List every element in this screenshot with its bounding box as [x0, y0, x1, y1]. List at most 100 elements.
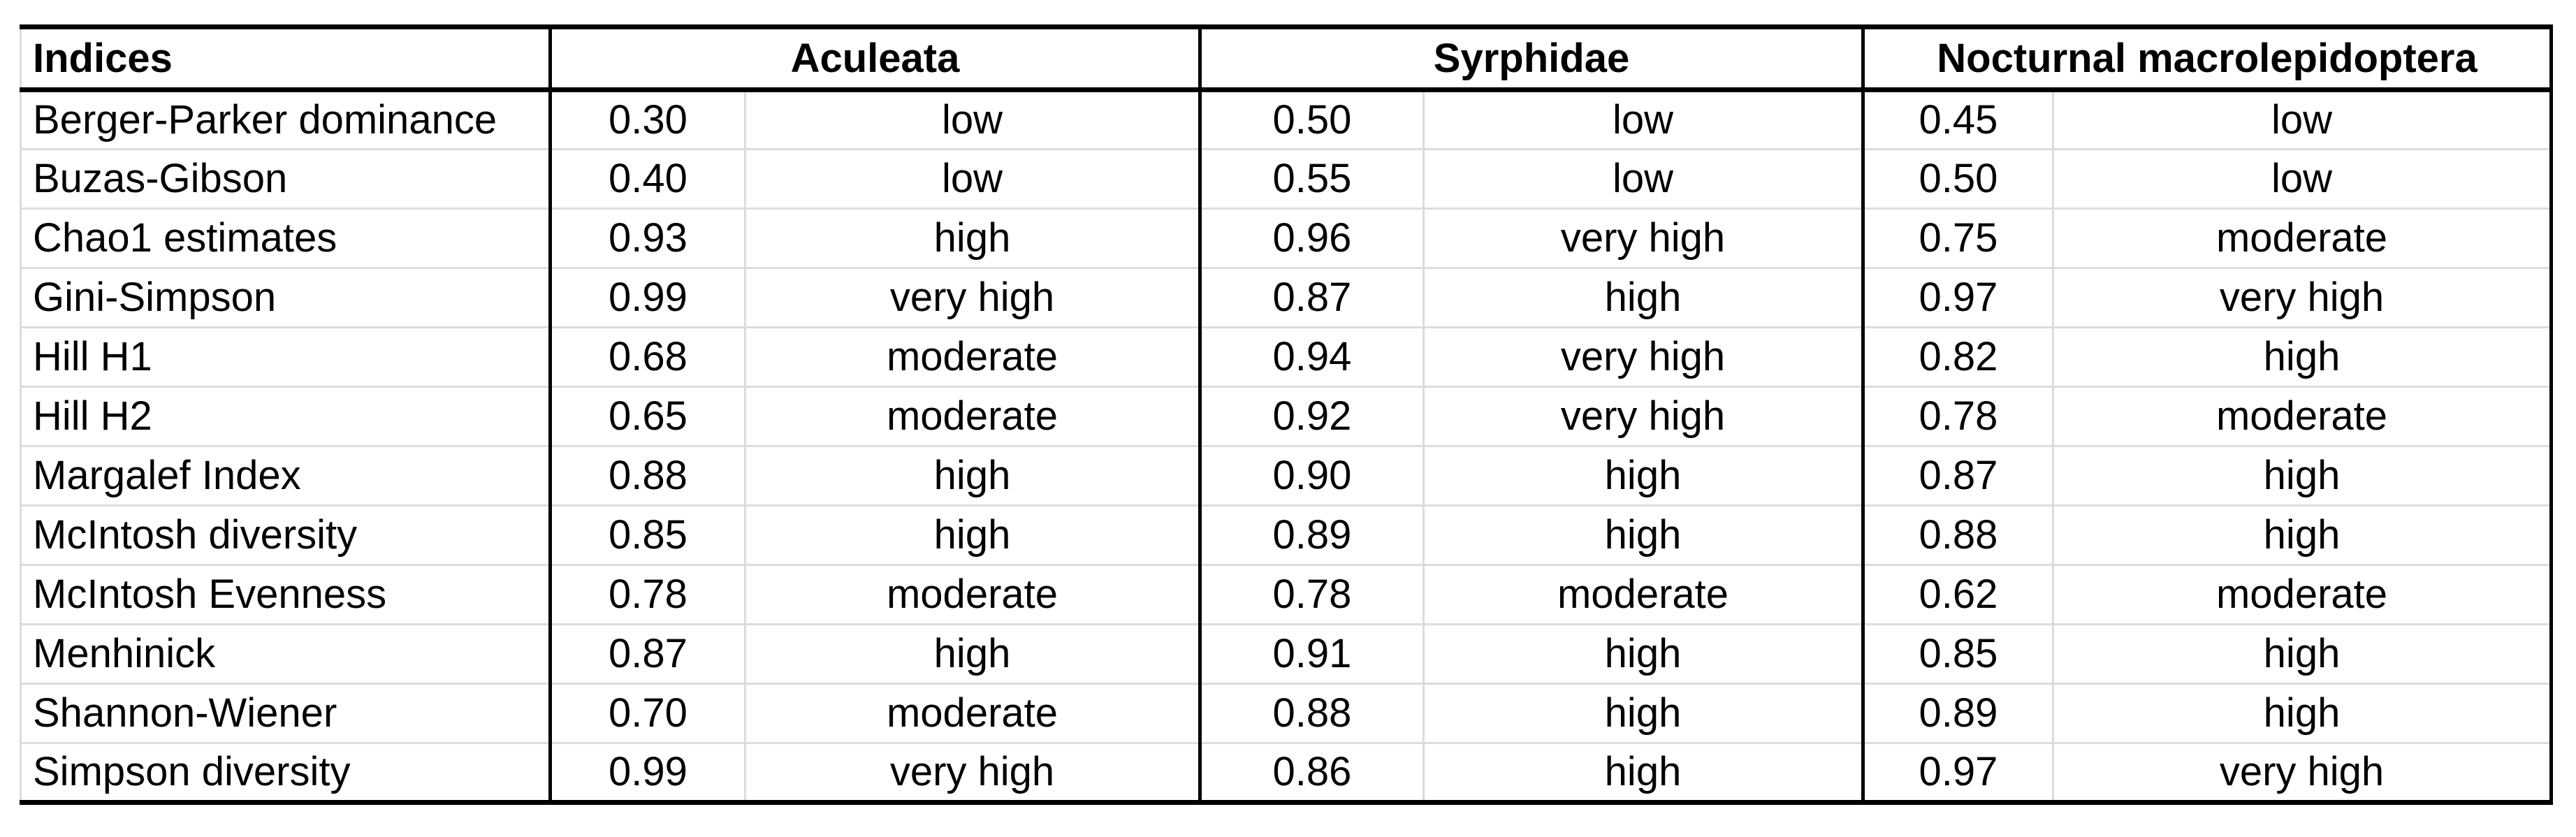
index-name-cell: Gini-Simpson	[20, 267, 551, 328]
table-row: Chao1 estimates 0.93 high 0.96 very high 0.75…	[20, 208, 2552, 268]
syrphidae-value-cell: 0.55	[1198, 148, 1424, 209]
table-row: McIntosh diversity 0.85 high 0.89 high 0.88 hi…	[20, 504, 2552, 565]
syrphidae-rating-cell: very high	[1422, 208, 1863, 268]
syrphidae-rating-cell: high	[1422, 623, 1863, 684]
aculeata-value-cell: 0.68	[548, 326, 745, 387]
nocturnal-rating-cell: moderate	[2051, 208, 2552, 268]
aculeata-value-cell: 0.87	[548, 623, 745, 684]
table-row: Shannon-Wiener 0.70 moderate 0.88 high 0.89 hi…	[20, 683, 2552, 743]
nocturnal-rating-cell: very high	[2051, 267, 2552, 328]
nocturnal-value-cell: 0.45	[1861, 89, 2053, 150]
index-name-cell: Buzas-Gibson	[20, 148, 551, 209]
aculeata-rating-cell: high	[744, 623, 1200, 684]
aculeata-rating-cell: low	[744, 148, 1200, 209]
aculeata-rating-cell: very high	[744, 267, 1200, 328]
table-row: Buzas-Gibson 0.40 low 0.55 low 0.50 low	[20, 148, 2552, 209]
table-row: Gini-Simpson 0.99 very high 0.87 high 0.97 ver…	[20, 267, 2552, 328]
table-row: Berger-Parker dominance 0.30 low 0.50 low 0.4…	[20, 89, 2552, 150]
aculeata-value-cell: 0.93	[548, 208, 745, 268]
table-row: Simpson diversity 0.99 very high 0.86 high 0.…	[20, 742, 2552, 803]
aculeata-value-cell: 0.65	[548, 386, 745, 446]
aculeata-value-cell: 0.30	[548, 89, 745, 150]
syrphidae-rating-cell: high	[1422, 445, 1863, 506]
syrphidae-rating-cell: moderate	[1422, 564, 1863, 625]
header-row: Indices Aculeata Syrphidae Nocturnal mac…	[20, 27, 2552, 92]
syrphidae-rating-cell: high	[1422, 683, 1863, 743]
syrphidae-rating-cell: very high	[1422, 326, 1863, 387]
aculeata-rating-cell: moderate	[744, 386, 1200, 446]
syrphidae-value-cell: 0.86	[1198, 742, 1424, 803]
aculeata-value-cell: 0.99	[548, 742, 745, 803]
table-row: Margalef Index 0.88 high 0.90 high 0.87 high	[20, 445, 2552, 506]
syrphidae-rating-cell: very high	[1422, 386, 1863, 446]
syrphidae-value-cell: 0.91	[1198, 623, 1424, 684]
syrphidae-rating-cell: high	[1422, 504, 1863, 565]
syrphidae-value-cell: 0.78	[1198, 564, 1424, 625]
aculeata-value-cell: 0.78	[548, 564, 745, 625]
nocturnal-value-cell: 0.97	[1861, 267, 2053, 328]
nocturnal-value-cell: 0.87	[1861, 445, 2053, 506]
diversity-indices-table: Indices Aculeata Syrphidae Nocturnal mac…	[20, 24, 2554, 805]
syrphidae-rating-cell: high	[1422, 742, 1863, 803]
nocturnal-rating-cell: high	[2051, 445, 2552, 506]
column-header-nocturnal: Nocturnal macrolepidoptera	[1861, 27, 2552, 92]
aculeata-rating-cell: moderate	[744, 326, 1200, 387]
table-body: Berger-Parker dominance 0.30 low 0.50 low 0.4…	[20, 89, 2552, 803]
index-name-cell: Berger-Parker dominance	[20, 89, 551, 150]
nocturnal-rating-cell: high	[2051, 504, 2552, 565]
table-row: Hill H1 0.68 moderate 0.94 very high 0.82 high	[20, 326, 2552, 387]
syrphidae-rating-cell: low	[1422, 89, 1863, 150]
nocturnal-value-cell: 0.78	[1861, 386, 2053, 446]
nocturnal-rating-cell: moderate	[2051, 564, 2552, 625]
syrphidae-rating-cell: high	[1422, 267, 1863, 328]
nocturnal-rating-cell: high	[2051, 326, 2552, 387]
index-name-cell: Margalef Index	[20, 445, 551, 506]
nocturnal-value-cell: 0.88	[1861, 504, 2053, 565]
table-row: Menhinick 0.87 high 0.91 high 0.85 high	[20, 623, 2552, 684]
nocturnal-value-cell: 0.62	[1861, 564, 2053, 625]
syrphidae-value-cell: 0.94	[1198, 326, 1424, 387]
aculeata-rating-cell: high	[744, 504, 1200, 565]
nocturnal-value-cell: 0.50	[1861, 148, 2053, 209]
nocturnal-rating-cell: low	[2051, 89, 2552, 150]
index-name-cell: Hill H1	[20, 326, 551, 387]
aculeata-value-cell: 0.70	[548, 683, 745, 743]
nocturnal-rating-cell: high	[2051, 623, 2552, 684]
aculeata-rating-cell: high	[744, 208, 1200, 268]
aculeata-rating-cell: moderate	[744, 564, 1200, 625]
aculeata-rating-cell: very high	[744, 742, 1200, 803]
nocturnal-value-cell: 0.75	[1861, 208, 2053, 268]
syrphidae-value-cell: 0.92	[1198, 386, 1424, 446]
index-name-cell: Shannon-Wiener	[20, 683, 551, 743]
index-name-cell: McIntosh diversity	[20, 504, 551, 565]
aculeata-value-cell: 0.40	[548, 148, 745, 209]
syrphidae-value-cell: 0.89	[1198, 504, 1424, 565]
nocturnal-value-cell: 0.82	[1861, 326, 2053, 387]
column-header-syrphidae: Syrphidae	[1198, 27, 1863, 92]
syrphidae-value-cell: 0.96	[1198, 208, 1424, 268]
nocturnal-rating-cell: low	[2051, 148, 2552, 209]
syrphidae-value-cell: 0.87	[1198, 267, 1424, 328]
column-header-indices: Indices	[20, 27, 551, 92]
nocturnal-value-cell: 0.97	[1861, 742, 2053, 803]
aculeata-value-cell: 0.85	[548, 504, 745, 565]
nocturnal-value-cell: 0.85	[1861, 623, 2053, 684]
index-name-cell: Menhinick	[20, 623, 551, 684]
nocturnal-rating-cell: very high	[2051, 742, 2552, 803]
table-row: McIntosh Evenness 0.78 moderate 0.78 moderat…	[20, 564, 2552, 625]
syrphidae-rating-cell: low	[1422, 148, 1863, 209]
aculeata-value-cell: 0.88	[548, 445, 745, 506]
nocturnal-value-cell: 0.89	[1861, 683, 2053, 743]
index-name-cell: Chao1 estimates	[20, 208, 551, 268]
aculeata-rating-cell: high	[744, 445, 1200, 506]
column-header-aculeata: Aculeata	[548, 27, 1200, 92]
syrphidae-value-cell: 0.50	[1198, 89, 1424, 150]
syrphidae-value-cell: 0.88	[1198, 683, 1424, 743]
aculeata-value-cell: 0.99	[548, 267, 745, 328]
aculeata-rating-cell: moderate	[744, 683, 1200, 743]
index-name-cell: McIntosh Evenness	[20, 564, 551, 625]
table-row: Hill H2 0.65 moderate 0.92 very high 0.78 mode…	[20, 386, 2552, 446]
nocturnal-rating-cell: high	[2051, 683, 2552, 743]
syrphidae-value-cell: 0.90	[1198, 445, 1424, 506]
